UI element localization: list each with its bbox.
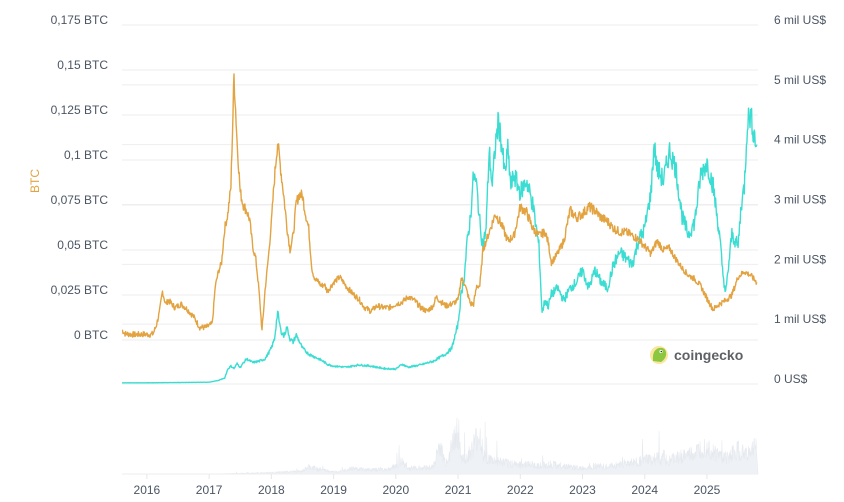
coingecko-gecko-icon: [650, 346, 668, 364]
x-tick-label: 2025: [694, 483, 721, 497]
left-tick-label: 0,05 BTC: [57, 238, 108, 252]
x-tick-label: 2019: [320, 483, 347, 497]
right-tick-label: 2 mil US$: [774, 252, 826, 266]
right-tick-label: 3 mil US$: [774, 193, 826, 207]
x-tick-label: 2018: [258, 483, 285, 497]
right-gridlines: [122, 24, 758, 385]
x-axis-ticks: 2016 2017 2018 2019 2020 2021 2022 2023 2024 2025: [134, 474, 721, 497]
x-tick-label: 2021: [445, 483, 472, 497]
left-tick-label: 0,025 BTC: [51, 283, 109, 297]
right-tick-label: 5 mil US$: [774, 73, 826, 87]
volume-area: [122, 417, 759, 475]
left-axis-title: BTC: [28, 169, 42, 193]
btc-series-line[interactable]: [121, 73, 758, 338]
x-tick-label: 2024: [631, 483, 658, 497]
left-tick-label: 0,175 BTC: [51, 13, 109, 27]
right-tick-label: 1 mil US$: [774, 312, 826, 326]
right-tick-label: 4 mil US$: [774, 133, 826, 147]
left-axis-ticks: 0,175 BTC 0,15 BTC 0,125 BTC 0,1 BTC 0,075 B…: [51, 13, 109, 342]
coingecko-brand-text: coingecko: [674, 347, 743, 363]
x-tick-label: 2016: [134, 483, 161, 497]
coingecko-watermark: coingecko: [650, 346, 743, 364]
left-tick-label: 0,075 BTC: [51, 193, 109, 207]
right-tick-label: 0 US$: [774, 372, 808, 386]
right-tick-label: 6 mil US$: [774, 13, 826, 27]
usd-series-line[interactable]: [121, 107, 758, 384]
x-tick-label: 2020: [382, 483, 409, 497]
left-tick-label: 0,1 BTC: [64, 148, 108, 162]
right-axis-ticks: 6 mil US$ 5 mil US$ 4 mil US$ 3 mil US$ 2 mi…: [774, 13, 826, 386]
left-tick-label: 0 BTC: [74, 328, 108, 342]
x-tick-label: 2022: [507, 483, 534, 497]
x-tick-label: 2017: [196, 483, 223, 497]
x-tick-label: 2023: [569, 483, 596, 497]
left-tick-label: 0,15 BTC: [57, 58, 108, 72]
left-tick-label: 0,125 BTC: [51, 103, 109, 117]
